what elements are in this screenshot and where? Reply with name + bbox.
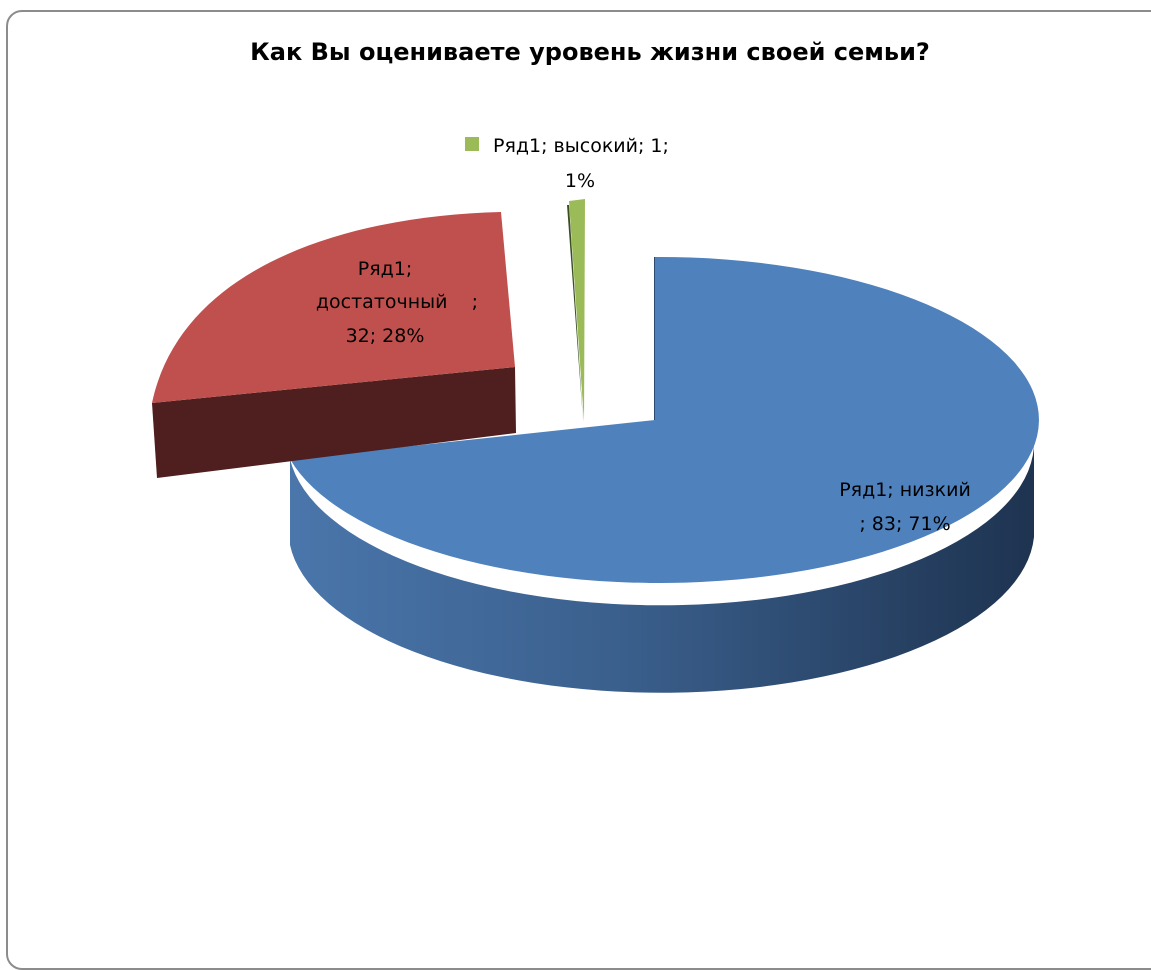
slice-high xyxy=(569,199,585,422)
slice-high-side xyxy=(567,205,583,420)
label-sufficient-line2: достаточный ; xyxy=(316,291,478,313)
slice-sufficient-side xyxy=(152,367,516,478)
slice-low-side xyxy=(290,440,1035,693)
label-low-line1: Ряд1; низкий xyxy=(839,479,971,501)
label-high-line1: Ряд1; высокий; 1; xyxy=(493,135,669,157)
slice-low xyxy=(290,256,1039,583)
label-low-line2: ; 83; 71% xyxy=(859,513,950,535)
label-sufficient-line1: Ряд1; xyxy=(358,258,413,280)
slice-sufficient xyxy=(152,212,515,403)
label-sufficient-line3: 32; 28% xyxy=(346,325,425,347)
label-high-line2: 1% xyxy=(565,170,595,192)
chart-title: Как Вы оцениваете уровень жизни своей се… xyxy=(250,38,930,66)
legend-marker-low xyxy=(807,483,819,495)
legend-marker-high xyxy=(465,137,479,151)
pie-chart: Ряд1; высокий; 1; 1% Ряд1; достаточный ;… xyxy=(152,135,1039,693)
